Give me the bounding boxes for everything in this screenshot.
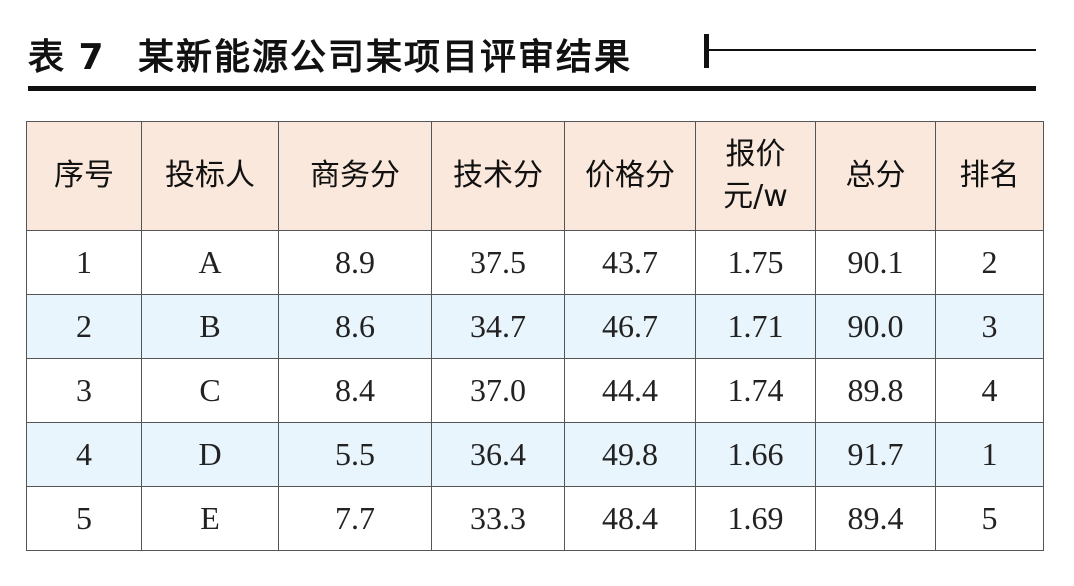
table-cell: 44.4	[564, 358, 696, 423]
table-cell: 46.7	[564, 294, 696, 359]
table-cell: E	[141, 486, 279, 551]
table-cell: 2	[26, 294, 142, 359]
table-cell: 36.4	[431, 422, 565, 487]
table-cell: 1.69	[695, 486, 816, 551]
title-line	[709, 49, 1036, 51]
title-bar-mark	[704, 34, 709, 68]
table-cell: 89.4	[815, 486, 936, 551]
table-cell: 91.7	[815, 422, 936, 487]
table-cell: B	[141, 294, 279, 359]
header-row: 序号 投标人 商务分 技术分 价格分 报价 元/w 总分 排名	[26, 121, 1044, 231]
table-cell: 1	[26, 230, 142, 295]
header-cell: 技术分	[431, 121, 565, 231]
header-price-line1: 报价	[725, 137, 786, 172]
table-cell: 1	[935, 422, 1044, 487]
header-cell: 排名	[935, 121, 1044, 231]
results-table: 序号 投标人 商务分 技术分 价格分 报价 元/w 总分 排名 1 A 8.9 …	[26, 121, 1044, 551]
header-cell: 商务分	[278, 121, 432, 231]
table-cell: 4	[935, 358, 1044, 423]
table-cell: 1.75	[695, 230, 816, 295]
table-cell: 37.0	[431, 358, 565, 423]
table-cell: 3	[26, 358, 142, 423]
table-cell: C	[141, 358, 279, 423]
header-cell: 价格分	[564, 121, 696, 231]
table-number: 表 7	[28, 37, 105, 78]
table-cell: A	[141, 230, 279, 295]
table-cell: 90.1	[815, 230, 936, 295]
table-cell: 34.7	[431, 294, 565, 359]
table-row: 2 B 8.6 34.7 46.7 1.71 90.0 3	[26, 294, 1044, 359]
table-cell: D	[141, 422, 279, 487]
table-cell: 90.0	[815, 294, 936, 359]
header-cell: 序号	[26, 121, 142, 231]
table-row: 4 D 5.5 36.4 49.8 1.66 91.7 1	[26, 422, 1044, 487]
table-cell: 5	[935, 486, 1044, 551]
table-cell: 37.5	[431, 230, 565, 295]
table-row: 1 A 8.9 37.5 43.7 1.75 90.1 2	[26, 230, 1044, 295]
header-price-line2: 元/w	[723, 179, 788, 214]
table-cell: 5	[26, 486, 142, 551]
title-rule	[28, 86, 1036, 91]
table-cell: 5.5	[278, 422, 432, 487]
header-cell-price: 报价 元/w	[695, 121, 816, 231]
table-cell: 89.8	[815, 358, 936, 423]
table-cell: 49.8	[564, 422, 696, 487]
table-cell: 8.9	[278, 230, 432, 295]
table-cell: 48.4	[564, 486, 696, 551]
table-row: 3 C 8.4 37.0 44.4 1.74 89.8 4	[26, 358, 1044, 423]
table-cell: 1.74	[695, 358, 816, 423]
table-cell: 2	[935, 230, 1044, 295]
table-cell: 7.7	[278, 486, 432, 551]
table-cell: 33.3	[431, 486, 565, 551]
table-cell: 8.4	[278, 358, 432, 423]
table-cell: 8.6	[278, 294, 432, 359]
table-cell: 3	[935, 294, 1044, 359]
header-cell: 总分	[815, 121, 936, 231]
table-cell: 1.66	[695, 422, 816, 487]
table-row: 5 E 7.7 33.3 48.4 1.69 89.4 5	[26, 486, 1044, 551]
table-cell: 1.71	[695, 294, 816, 359]
table-title: 某新能源公司某项目评审结果	[138, 37, 633, 78]
table-caption: 表 7 某新能源公司某项目评审结果	[28, 22, 1036, 78]
table-cell: 43.7	[564, 230, 696, 295]
table-cell: 4	[26, 422, 142, 487]
header-cell: 投标人	[141, 121, 279, 231]
